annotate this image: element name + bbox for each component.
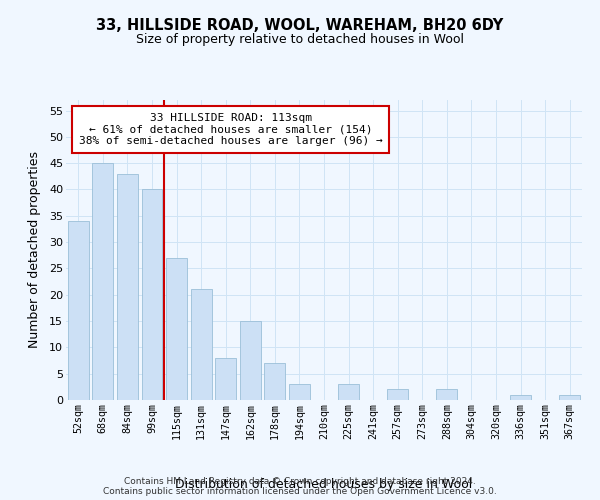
Bar bbox=[559, 394, 580, 400]
Bar bbox=[436, 390, 457, 400]
Bar bbox=[387, 390, 408, 400]
X-axis label: Distribution of detached houses by size in Wool: Distribution of detached houses by size … bbox=[175, 478, 473, 490]
Bar bbox=[68, 221, 89, 400]
Bar bbox=[166, 258, 187, 400]
Bar bbox=[191, 290, 212, 400]
Bar bbox=[289, 384, 310, 400]
Text: Size of property relative to detached houses in Wool: Size of property relative to detached ho… bbox=[136, 32, 464, 46]
Text: Contains HM Land Registry data © Crown copyright and database right 2024.: Contains HM Land Registry data © Crown c… bbox=[124, 478, 476, 486]
Bar bbox=[240, 321, 261, 400]
Text: 33, HILLSIDE ROAD, WOOL, WAREHAM, BH20 6DY: 33, HILLSIDE ROAD, WOOL, WAREHAM, BH20 6… bbox=[97, 18, 503, 32]
Bar bbox=[338, 384, 359, 400]
Bar bbox=[265, 363, 286, 400]
Text: Contains public sector information licensed under the Open Government Licence v3: Contains public sector information licen… bbox=[103, 488, 497, 496]
Y-axis label: Number of detached properties: Number of detached properties bbox=[28, 152, 41, 348]
Bar bbox=[117, 174, 138, 400]
Bar bbox=[92, 163, 113, 400]
Text: 33 HILLSIDE ROAD: 113sqm
← 61% of detached houses are smaller (154)
38% of semi-: 33 HILLSIDE ROAD: 113sqm ← 61% of detach… bbox=[79, 113, 383, 146]
Bar bbox=[510, 394, 531, 400]
Bar bbox=[215, 358, 236, 400]
Bar bbox=[142, 190, 163, 400]
